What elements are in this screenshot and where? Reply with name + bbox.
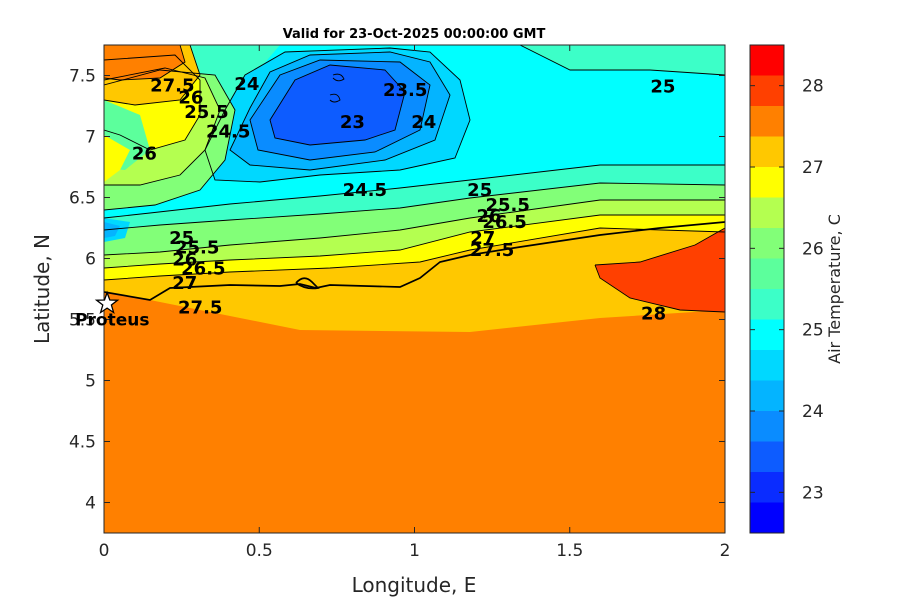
coastline bbox=[104, 221, 725, 301]
nw-yellow-patch bbox=[104, 135, 130, 182]
x-tick-label: 1 bbox=[409, 541, 420, 561]
axis-ticks: 0 0.5 1 1.5 244.555.566.577.5 bbox=[69, 45, 730, 561]
contour-label: 25 bbox=[467, 180, 492, 201]
contour-labels: 27.52625.52624.5242323.52424.5252525.526… bbox=[132, 74, 676, 324]
marker-label: Proteus bbox=[75, 311, 149, 331]
contour-label: 25.5 bbox=[485, 195, 529, 216]
colorbar-tick-label: 27 bbox=[802, 158, 824, 178]
contour-label: 25.5 bbox=[184, 102, 228, 123]
coastline-lagoon bbox=[295, 277, 320, 290]
colorbar-band bbox=[750, 75, 784, 106]
x-tick-label: 0.5 bbox=[246, 541, 273, 561]
y-tick-label: 4 bbox=[85, 494, 96, 514]
colorbar-band bbox=[750, 106, 784, 137]
colorbar-band bbox=[750, 136, 784, 167]
contour-lines bbox=[104, 45, 725, 313]
colorbar-band bbox=[750, 228, 784, 259]
proteus-marker: Proteus bbox=[75, 290, 150, 331]
contour-label: 24.5 bbox=[206, 122, 250, 143]
contour-label: 26 bbox=[172, 250, 197, 271]
contour-label: 24.5 bbox=[343, 180, 387, 201]
y-tick-label: 5.5 bbox=[69, 311, 96, 331]
contour-label: 26 bbox=[178, 87, 203, 108]
colorbar-tick-label: 28 bbox=[802, 77, 824, 97]
chart-title: Valid for 23-Oct-2025 00:00:00 GMT bbox=[283, 27, 546, 42]
contour-label: 26 bbox=[132, 144, 157, 165]
contour-label: 26.5 bbox=[482, 212, 526, 233]
se-warm-pool bbox=[595, 228, 725, 312]
x-tick-label: 0 bbox=[99, 541, 110, 561]
colorbar-band bbox=[750, 45, 784, 76]
colorbar-band bbox=[750, 350, 784, 381]
contour-label: 24 bbox=[234, 74, 259, 95]
contour-label: 27 bbox=[172, 273, 197, 294]
colorbar-band bbox=[750, 289, 784, 320]
star-icon bbox=[94, 290, 120, 315]
nw-warm-pool-5 bbox=[104, 45, 185, 80]
contour-label: 27 bbox=[470, 228, 495, 249]
contour-label: 25.5 bbox=[175, 238, 219, 259]
contour-label: 26 bbox=[476, 206, 501, 227]
y-tick-label: 4.5 bbox=[69, 433, 96, 453]
contour-label: 23.5 bbox=[383, 80, 427, 101]
colorbar-band bbox=[750, 380, 784, 411]
contour-label: 27.5 bbox=[470, 240, 514, 261]
colorbar: 23 24 25 26 27 28 bbox=[750, 45, 824, 533]
y-tick-label: 7 bbox=[85, 128, 96, 148]
colorbar-band bbox=[750, 411, 784, 442]
y-tick-label: 6 bbox=[85, 250, 96, 270]
colorbar-band bbox=[750, 319, 784, 350]
x-tick-label: 1.5 bbox=[556, 541, 583, 561]
contour-label: 28 bbox=[641, 303, 666, 324]
colorbar-tick-label: 25 bbox=[802, 321, 824, 341]
colorbar-frame bbox=[749, 44, 785, 534]
plot-area: 27.52625.52624.5242323.52424.5252525.526… bbox=[104, 45, 725, 533]
colorbar-band bbox=[750, 472, 784, 503]
colorbar-band bbox=[750, 502, 784, 533]
contour-label: 26.5 bbox=[181, 258, 225, 279]
contour-label: 27.5 bbox=[178, 297, 222, 318]
y-tick-label: 6.5 bbox=[69, 189, 96, 209]
contour-label: 24 bbox=[411, 112, 436, 133]
colorbar-band bbox=[750, 441, 784, 472]
contour-label: 27.5 bbox=[150, 75, 194, 96]
x-axis-label: Longitude, E bbox=[352, 573, 477, 597]
colorbar-tick-label: 23 bbox=[802, 483, 824, 503]
colorbar-label: Air Temperature, C bbox=[825, 214, 844, 364]
contour-label: 25 bbox=[169, 228, 194, 249]
x-tick-label: 2 bbox=[720, 541, 731, 561]
colorbar-tick-label: 24 bbox=[802, 402, 824, 422]
colorbar-band bbox=[750, 167, 784, 198]
contour-label: 23 bbox=[340, 112, 365, 133]
colorbar-tick-label: 26 bbox=[802, 239, 824, 259]
y-tick-label: 7.5 bbox=[69, 67, 96, 87]
band-22.75-23 bbox=[270, 65, 405, 145]
y-axis-label: Latitude, N bbox=[30, 234, 54, 344]
sw-cool-lobe-2 bbox=[104, 222, 120, 238]
colorbar-band bbox=[750, 197, 784, 228]
colorbar-band bbox=[750, 258, 784, 289]
contour-label: 25 bbox=[650, 76, 675, 97]
y-tick-label: 5 bbox=[85, 372, 96, 392]
